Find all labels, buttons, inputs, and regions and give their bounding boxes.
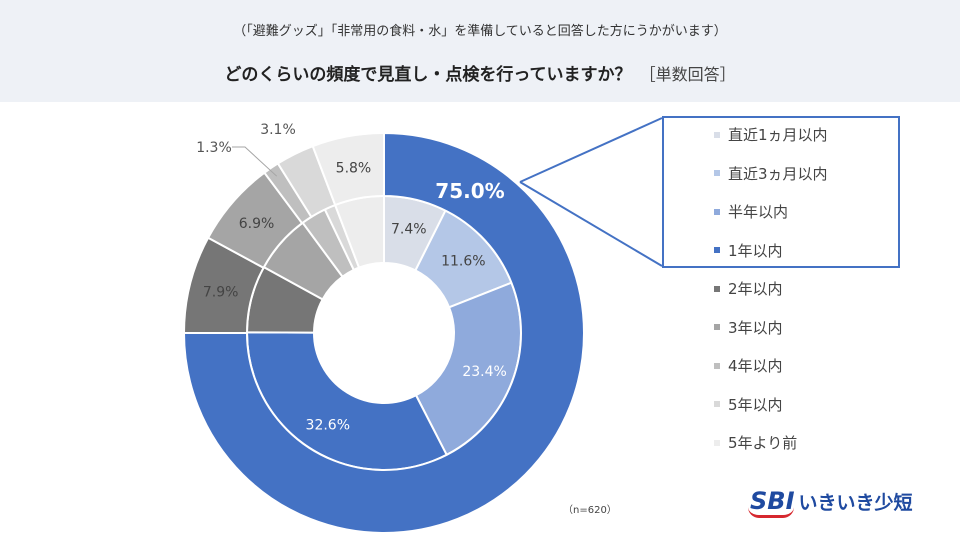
- legend-item: 直近1ヵ月以内: [714, 124, 828, 146]
- outer-slice-label: 7.9%: [203, 285, 239, 301]
- legend-label: 5年より前: [728, 434, 798, 452]
- legend-swatch: [714, 401, 720, 407]
- legend-swatch: [714, 170, 720, 176]
- chart-title: どのくらいの頻度で見直し・点検を行っていますか？ ［単数回答］: [0, 60, 960, 85]
- legend-label: 2年以内: [728, 280, 783, 298]
- outer-slice: [182, 131, 585, 534]
- legend-label: 4年以内: [728, 357, 783, 375]
- title-text: どのくらいの頻度で見直し・点検を行っていますか？: [224, 65, 632, 85]
- chart-subtitle: （「避難グッズ」「非常用の食料・水」を準備していると回答した方にうかがいます）: [233, 24, 727, 39]
- callout-line-bottom: [519, 181, 663, 267]
- legend-item: 4年以内: [714, 355, 783, 377]
- logo-swoosh: [748, 507, 794, 518]
- legend-swatch: [714, 439, 720, 446]
- legend-swatch: [714, 131, 720, 138]
- legend-item: 直近3ヵ月以内: [714, 163, 828, 185]
- logo-name: いきいき少短: [798, 491, 913, 514]
- company-logo: SBI いきいき少短: [748, 487, 913, 521]
- legend-label: 直近3ヵ月以内: [728, 164, 828, 183]
- legend-swatch: [714, 324, 720, 330]
- legend-item: 5年以内: [714, 394, 783, 416]
- legend-item: 半年以内: [714, 201, 788, 223]
- leader-line: [232, 146, 278, 177]
- inner-slice-label: 23.4%: [462, 364, 506, 380]
- legend-item: 2年以内: [714, 278, 783, 300]
- outer-slice-label: 75.0%: [435, 179, 504, 203]
- inner-slice-label: 11.6%: [441, 253, 485, 269]
- legend-label: 半年以内: [728, 203, 789, 221]
- outer-slice-label: 6.9%: [239, 216, 275, 232]
- legend-item: 5年より前: [714, 432, 797, 454]
- inner-slice-label: 7.4%: [391, 221, 427, 237]
- inner-slice-label: 32.6%: [306, 418, 350, 434]
- legend-swatch: [714, 208, 720, 215]
- legend-label: 直近1ヵ月以内: [728, 126, 828, 144]
- sample-size-note: （n=620）: [563, 505, 617, 516]
- legend-swatch: [714, 247, 720, 253]
- outer-slice-label: 3.1%: [260, 122, 296, 138]
- legend-highlight-box: [662, 116, 900, 268]
- outer-slice: [311, 131, 385, 207]
- outer-slice-label: 1.3%: [196, 140, 232, 156]
- callout-line-top: [519, 117, 663, 183]
- title-suffix: ［単数回答］: [639, 65, 736, 84]
- legend-item: 1年以内: [714, 240, 783, 262]
- header-band: （「避難グッズ」「非常用の食料・水」を準備していると回答した方にうかがいます） …: [0, 0, 960, 102]
- legend-swatch: [714, 362, 720, 369]
- legend-label: 5年以内: [728, 395, 783, 414]
- legend-label: 3年以内: [728, 318, 783, 337]
- legend-item: 3年以内: [714, 317, 783, 339]
- legend-label: 1年以内: [728, 241, 783, 260]
- outer-slice-label: 5.8%: [336, 160, 372, 176]
- legend-swatch: [714, 285, 720, 292]
